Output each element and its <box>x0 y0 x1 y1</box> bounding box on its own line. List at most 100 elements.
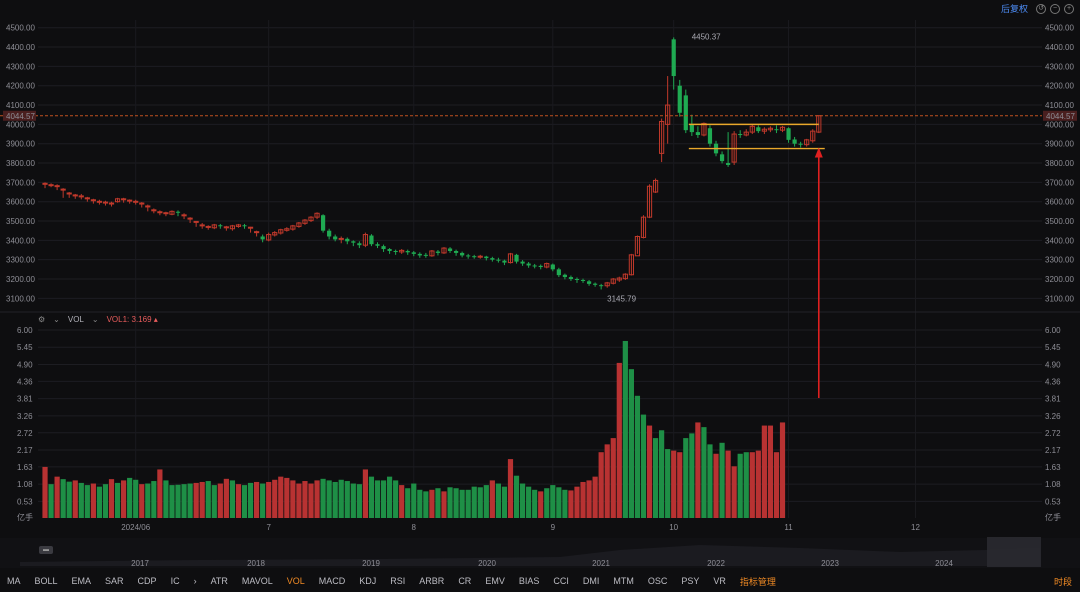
zoom-out-icon[interactable]: − <box>1050 3 1060 14</box>
indicator-button-16[interactable]: BIAS <box>518 576 540 586</box>
zoom-in-icon[interactable]: + <box>1064 3 1074 14</box>
volume-bar <box>489 480 495 518</box>
time-tick-label: 9 <box>551 523 556 532</box>
volume-bar <box>580 481 586 518</box>
volume-bar <box>532 489 538 518</box>
candle-body <box>42 182 48 185</box>
volume-bar <box>695 422 701 518</box>
candle-body <box>417 253 422 256</box>
volume-bar <box>169 485 175 518</box>
candle-body <box>121 198 127 201</box>
indicator-button-21[interactable]: PSY <box>681 576 700 586</box>
volume-tick-left: 2.17 <box>17 446 33 455</box>
indicator-manage-button[interactable]: 指标管理 <box>739 576 776 587</box>
indicator-button-7[interactable]: ATR <box>210 576 228 586</box>
volume-bar <box>689 433 695 518</box>
indicator-button-0[interactable]: MA <box>7 576 21 586</box>
volume-bar <box>483 485 489 518</box>
indicator-button-18[interactable]: DMI <box>582 576 600 586</box>
indicator-button-3[interactable]: SAR <box>105 576 124 586</box>
annotation-arrow-head <box>814 147 823 158</box>
gear-icon[interactable]: ⚙ <box>38 315 46 324</box>
volume-tick-left: 1.63 <box>17 463 33 472</box>
candle-body <box>260 236 265 240</box>
volume-bar <box>622 340 628 518</box>
candle-body <box>223 226 229 229</box>
volume-bar <box>199 481 205 518</box>
candle-body <box>218 225 223 227</box>
candle-body <box>514 254 519 262</box>
indicator-button-19[interactable]: MTM <box>613 576 634 586</box>
volume-bar <box>526 486 532 518</box>
volume-bar <box>399 485 405 518</box>
indicator-button-4[interactable]: CDP <box>137 576 157 586</box>
volume-bar <box>417 489 423 518</box>
indicator-button-22[interactable]: VR <box>713 576 726 586</box>
indicator-button-15[interactable]: EMV <box>485 576 505 586</box>
candle-body <box>695 132 700 136</box>
volume-indicator-label[interactable]: VOL <box>67 315 84 324</box>
indicator-toolbar: MA BOLL EMA SAR CDP IC › ATR MAVOL VOL MACD KDJ RSI A… <box>0 570 1080 592</box>
overview-year-label: 2021 <box>592 559 610 568</box>
stock-chart[interactable]: 4500.00 4500.00 4400.00 4400.00 4300.00 4300.… <box>0 0 1080 570</box>
volume-bar <box>646 425 653 518</box>
candle-body <box>187 217 193 220</box>
candle-body <box>779 126 786 131</box>
indicator-button-1[interactable]: BOLL <box>34 576 58 586</box>
candle-body <box>726 163 731 165</box>
volume-bar <box>145 483 151 518</box>
volume-bar <box>54 476 60 518</box>
candle-body <box>381 246 386 250</box>
indicator-button-10[interactable]: MACD <box>318 576 346 586</box>
volume-bar <box>308 483 314 518</box>
indicator-button-13[interactable]: ARBR <box>419 576 445 586</box>
overview-year-label: 2019 <box>362 559 380 568</box>
volume-bar <box>278 476 284 518</box>
candle-body <box>496 259 501 261</box>
candle-body <box>48 184 54 187</box>
indicator-button-5[interactable]: IC <box>170 576 180 586</box>
price-tick-left: 3300.00 <box>6 256 35 265</box>
volume-tick-right: 1.08 <box>1045 480 1061 489</box>
candle-body <box>544 263 550 268</box>
chevron-down-icon[interactable]: ⌄ <box>91 315 99 324</box>
candle-body <box>66 192 72 195</box>
volume-unit-left: 亿手 <box>17 512 33 522</box>
volume-bar <box>296 483 302 518</box>
chevron-down-icon[interactable]: ⌄ <box>53 315 60 324</box>
candle-body <box>205 225 211 228</box>
indicator-button-20[interactable]: OSC <box>647 576 668 586</box>
volume-bar <box>78 482 84 518</box>
price-tick-left: 3500.00 <box>6 217 35 226</box>
current-price-tag-right: 4044.57 <box>1046 112 1075 121</box>
indicator-button-2[interactable]: EMA <box>71 576 92 586</box>
price-tick-left: 3800.00 <box>6 159 35 168</box>
adjust-button[interactable]: 后复权 <box>1000 4 1028 14</box>
volume-tick-left: 5.45 <box>17 343 33 352</box>
volume-bar <box>610 438 616 518</box>
indicator-button-17[interactable]: CCI <box>553 576 569 586</box>
volume-bar <box>356 484 362 518</box>
volume-bar <box>507 459 514 518</box>
indicator-button-12[interactable]: RSI <box>390 576 406 586</box>
price-tick-right: 4200.00 <box>1045 82 1074 91</box>
volume-bar <box>66 481 72 518</box>
overview-year-label: 2018 <box>247 559 265 568</box>
candle-body <box>133 200 139 203</box>
volume-bar <box>350 483 356 518</box>
indicator-button-11[interactable]: KDJ <box>359 576 377 586</box>
indicator-button-6[interactable]: › <box>193 576 197 586</box>
volume-bar <box>344 481 350 518</box>
candle-body <box>229 225 236 230</box>
volume-bar <box>671 450 677 518</box>
overview-scroll-handle[interactable]: ▬ <box>39 546 53 554</box>
period-button[interactable]: 时段 <box>1053 576 1072 587</box>
indicator-button-14[interactable]: CR <box>458 576 472 586</box>
indicator-button-9[interactable]: VOL <box>286 576 305 586</box>
indicator-button-8[interactable]: MAVOL <box>241 576 273 586</box>
volume-bar <box>284 477 290 518</box>
candle-body <box>393 250 398 252</box>
volume-bar <box>761 425 767 518</box>
candle-body <box>72 194 78 197</box>
reset-icon[interactable]: ↺ <box>1036 3 1046 14</box>
